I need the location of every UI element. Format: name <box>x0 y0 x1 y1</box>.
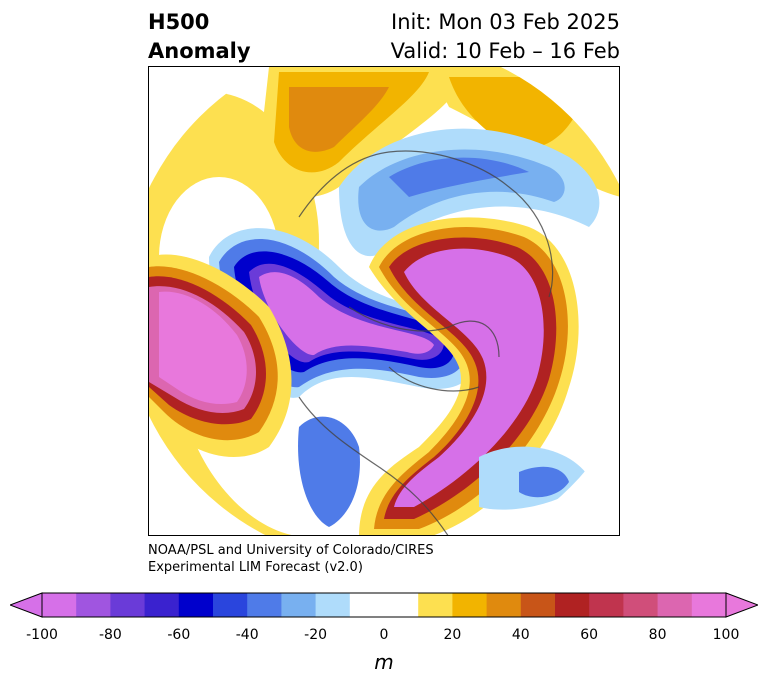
colorbar-segment <box>555 593 590 617</box>
forecast-dates: Init: Mon 03 Feb 2025 Valid: 10 Feb – 16… <box>391 8 620 66</box>
colorbar-segment <box>384 593 419 617</box>
credit: NOAA/PSL and University of Colorado/CIRE… <box>148 542 434 576</box>
colorbar-segment <box>110 593 146 617</box>
colorbar-segment <box>144 593 180 617</box>
colorbar-segment <box>349 593 385 617</box>
colorbar-segment <box>76 593 111 617</box>
polar-stereographic-map <box>148 66 620 536</box>
colorbar-tick-label: -60 <box>167 627 191 643</box>
colorbar-tick-label: 60 <box>580 627 599 643</box>
colorbar-segment <box>657 593 693 617</box>
colorbar-tick-label: 40 <box>511 627 530 643</box>
colorbar-segment <box>452 593 488 617</box>
colorbar-segment <box>281 593 317 617</box>
colorbar-segment <box>623 593 659 617</box>
colorbar-segment <box>418 593 453 617</box>
credit-line-2: Experimental LIM Forecast (v2.0) <box>148 560 363 575</box>
colorbar-segment <box>691 593 727 617</box>
colorbar-segment <box>247 593 282 617</box>
map-title: H500 Anomaly <box>148 8 251 66</box>
colorbar-units: m <box>374 650 394 674</box>
colorbar-segment <box>42 593 77 617</box>
colorbar-tick-label: -40 <box>235 627 259 643</box>
colorbar-tick-label: -20 <box>304 627 328 643</box>
colorbar-segment <box>520 593 556 617</box>
colorbar-tick-label: 80 <box>648 627 667 643</box>
credit-line-1: NOAA/PSL and University of Colorado/CIRE… <box>148 543 434 558</box>
colorbar-segment <box>178 593 214 617</box>
colorbar-segments <box>42 593 727 617</box>
init-date: Init: Mon 03 Feb 2025 <box>391 10 620 34</box>
colorbar-frame <box>41 592 727 618</box>
colorbar-tick-label: -100 <box>26 627 58 643</box>
title-variable: H500 <box>148 10 210 34</box>
colorbar-tick-label: 0 <box>379 627 389 643</box>
valid-range: Valid: 10 Feb – 16 Feb <box>390 39 620 63</box>
colorbar-segment <box>589 593 624 617</box>
colorbar-tick-label: 100 <box>712 627 740 643</box>
colorbar-min-extension <box>10 592 43 618</box>
colorbar-segment <box>213 593 248 617</box>
anomaly-field <box>149 67 619 535</box>
colorbar-tick-label: 20 <box>443 627 462 643</box>
colorbar-segment <box>486 593 522 617</box>
colorbar-tick-label: -80 <box>98 627 122 643</box>
colorbar <box>10 592 758 618</box>
colorbar-max-extension <box>725 592 758 618</box>
title-type: Anomaly <box>148 39 251 63</box>
colorbar-segment <box>315 593 351 617</box>
